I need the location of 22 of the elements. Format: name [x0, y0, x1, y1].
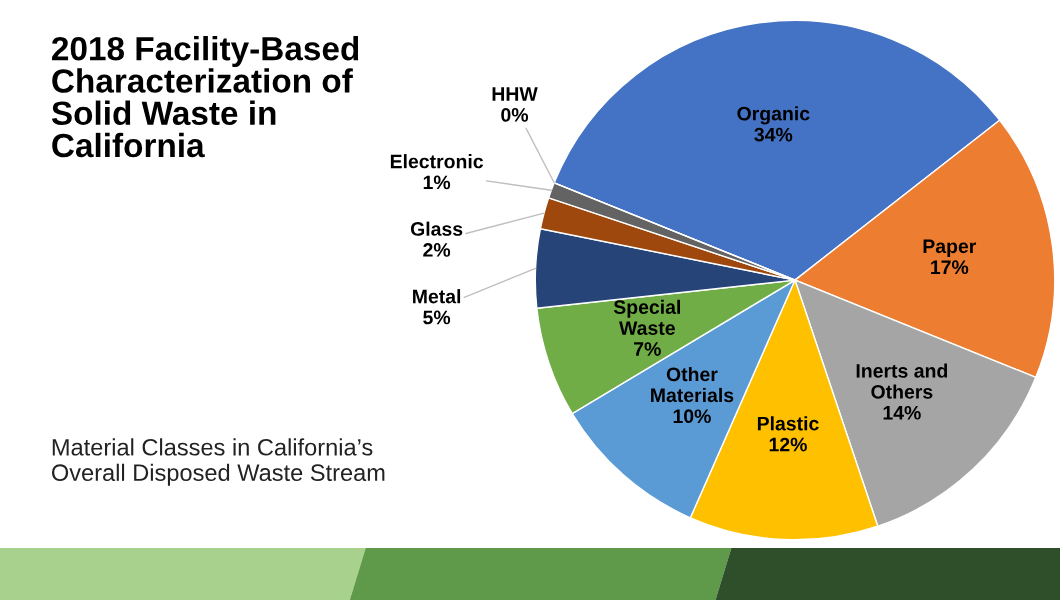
- data-label: 5%: [423, 310, 451, 325]
- data-label: 10%: [673, 409, 711, 424]
- data-label: 7%: [634, 342, 661, 356]
- text: 0%: [501, 108, 529, 122]
- data-label: 2%: [423, 243, 451, 257]
- slice-label: Paper: [923, 239, 977, 257]
- data-label: 1%: [423, 175, 451, 190]
- slice-label: Organic: [737, 106, 810, 125]
- text: Material Classes in California’s Overall Disposed Waste Stream: [52, 438, 385, 486]
- slice-label: Special Waste: [613, 299, 680, 335]
- slice-label: Metal: [413, 289, 461, 304]
- slice-label: Plastic: [757, 416, 819, 431]
- data-label: 34%: [754, 127, 793, 142]
- data-label: 14%: [883, 405, 921, 420]
- category-label: HHW: [492, 87, 538, 101]
- slice-label: Other Materials: [651, 366, 734, 403]
- data-label: 17%: [931, 260, 969, 275]
- slice-label: Inerts and Others: [856, 363, 948, 399]
- text: 2018 Facility-Based Characterization of Solid Waste in California: [51, 36, 359, 158]
- slice-label: Electronic: [390, 154, 484, 169]
- data-label: 12%: [769, 437, 807, 452]
- slice-label: Glass: [410, 221, 463, 236]
